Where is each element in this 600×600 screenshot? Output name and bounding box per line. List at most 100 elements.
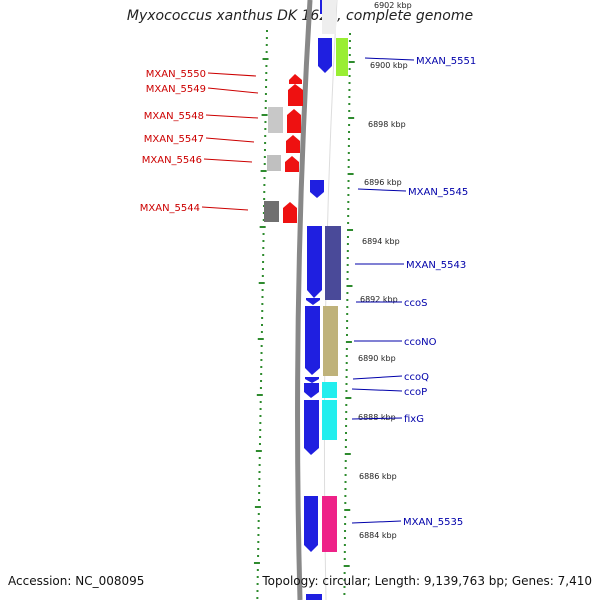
- tick-dot: [344, 467, 347, 469]
- tick-dot: [345, 425, 348, 427]
- tick-dot: [344, 474, 347, 476]
- tick-dot: [344, 488, 347, 490]
- leader-line: [205, 114, 259, 119]
- tick-dot: [263, 198, 266, 200]
- tick-dot: [348, 96, 351, 98]
- tick-dot: [347, 215, 350, 217]
- tick-dot: [343, 572, 346, 574]
- tick-dot: [259, 422, 262, 424]
- tick-dot: [347, 152, 350, 154]
- tick-dot: [344, 495, 347, 497]
- tick-dot: [346, 285, 353, 287]
- tick-dot: [261, 324, 264, 326]
- tick-dot: [344, 509, 351, 511]
- gene-bottom-fragment: [306, 594, 322, 600]
- tick-dot: [265, 72, 268, 74]
- tick-dot: [348, 103, 351, 105]
- tick-dot: [344, 481, 347, 483]
- tick-dot: [258, 471, 261, 473]
- gene-cconO: [305, 306, 320, 375]
- tick-dot: [264, 100, 267, 102]
- tick-dot: [347, 229, 354, 231]
- tick-dot: [256, 583, 259, 585]
- gene-mxan-5549: [288, 84, 303, 106]
- tick-dot: [343, 537, 346, 539]
- tick-dot: [346, 292, 349, 294]
- left-gene-labels: MXAN_5550 MXAN_5549 MXAN_5548 MXAN_5547 MXAN…: [140, 69, 259, 214]
- reverse-strand-genes: [283, 74, 303, 223]
- tick-dot: [260, 345, 263, 347]
- tick-dot: [259, 408, 262, 410]
- gene-mxan-5535: [304, 496, 318, 552]
- tick-dot: [258, 464, 261, 466]
- tick-dot: [259, 436, 262, 438]
- tick-dot: [345, 341, 352, 343]
- tick-dot: [262, 254, 265, 256]
- leader-line: [357, 188, 407, 192]
- cog-block: [267, 155, 281, 171]
- tick-dot: [258, 485, 261, 487]
- tick-dot: [347, 159, 350, 161]
- tick-dot: [346, 313, 349, 315]
- tick-dot: [262, 240, 265, 242]
- cog-block: [322, 496, 337, 552]
- gene-label-left: MXAN_5550: [146, 69, 206, 80]
- gene-label-right: ccoP: [404, 387, 427, 398]
- tick-dot: [262, 212, 265, 214]
- tick-dot: [264, 121, 267, 123]
- tick-dot: [346, 327, 349, 329]
- leader-line: [351, 417, 403, 420]
- tick-dot: [256, 597, 259, 599]
- tick-dot: [343, 586, 346, 588]
- cog-block: [322, 382, 337, 398]
- gene-label-left: MXAN_5548: [144, 111, 204, 122]
- tick-dot: [257, 338, 264, 340]
- tick-dot: [262, 261, 265, 263]
- tick-dot: [257, 527, 260, 529]
- left-cog-blocks: [264, 107, 283, 222]
- tick-dot: [346, 236, 349, 238]
- tick-dot: [347, 173, 354, 175]
- tick-dot: [261, 275, 264, 277]
- tick-dot: [347, 180, 350, 182]
- tick-dot: [266, 30, 268, 32]
- tick-dot: [346, 299, 349, 301]
- tick-dot: [255, 450, 262, 452]
- tick-dots: [253, 30, 355, 599]
- tick-dot: [257, 534, 260, 536]
- tick-dot: [347, 194, 350, 196]
- gene-label-right: MXAN_5551: [416, 56, 476, 67]
- tick-dot: [265, 51, 268, 53]
- tick-dot: [261, 310, 264, 312]
- gene-label-right: fixG: [404, 414, 424, 425]
- tick-dot: [346, 250, 349, 252]
- tick-dot: [344, 453, 351, 455]
- cog-block: [264, 201, 279, 222]
- kbp-label: 6896 kbp: [364, 178, 402, 187]
- tick-dot: [348, 117, 355, 119]
- tick-dot: [348, 124, 351, 126]
- tick-dot: [264, 135, 267, 137]
- kbp-label: 6890 kbp: [358, 354, 396, 363]
- tick-dot: [259, 401, 262, 403]
- tick-dot: [257, 520, 260, 522]
- tick-dot: [346, 306, 349, 308]
- gene-mxan-5545: [310, 180, 324, 198]
- tick-dot: [259, 387, 262, 389]
- gene-ccos: [306, 298, 320, 305]
- gene-fixg: [304, 400, 319, 455]
- tick-dot: [261, 268, 264, 270]
- gene-label-left: MXAN_5544: [140, 203, 200, 214]
- gene-mxan-5547: [286, 135, 300, 153]
- leader-line: [351, 520, 402, 524]
- cog-block: [323, 306, 338, 376]
- tick-dot: [344, 460, 347, 462]
- tick-dot: [260, 373, 263, 375]
- tick-dot: [258, 478, 261, 480]
- tick-dot: [346, 264, 349, 266]
- tick-dot: [344, 446, 347, 448]
- tick-dot: [344, 502, 347, 504]
- tick-dot: [347, 187, 350, 189]
- tick-dot: [345, 397, 352, 399]
